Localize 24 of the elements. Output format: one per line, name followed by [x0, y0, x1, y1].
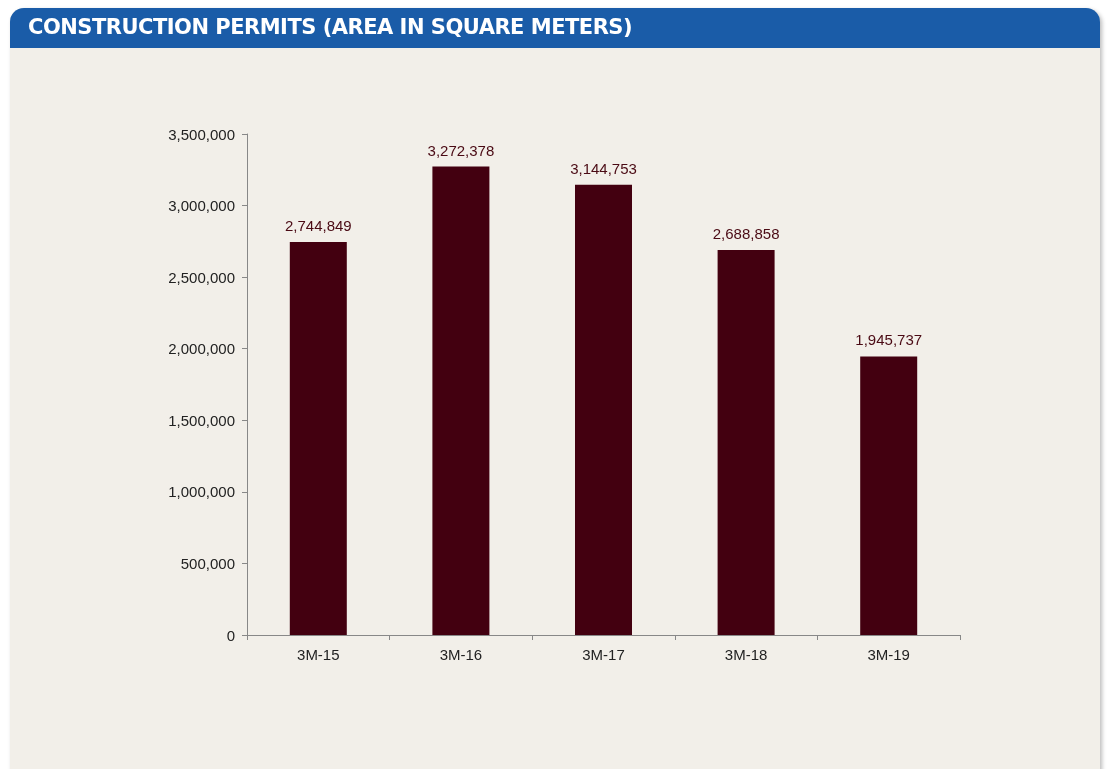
bar — [717, 250, 775, 635]
y-tick-label: 3,500,000 — [168, 125, 235, 143]
data-label: 1,945,737 — [855, 331, 923, 349]
y-tick-label: 3,000,000 — [168, 197, 235, 215]
data-label: 3,144,753 — [570, 159, 637, 177]
y-tick-label: 500,000 — [180, 554, 235, 572]
bar — [432, 166, 490, 635]
y-tick-label: 0 — [226, 626, 235, 644]
bar — [860, 356, 918, 635]
bar — [575, 184, 632, 635]
y-tick-label: 2,500,000 — [168, 268, 235, 286]
data-label: 2,688,858 — [712, 225, 780, 243]
bar — [289, 242, 347, 635]
data-label: 2,744,849 — [284, 217, 352, 235]
x-tick-label: 3M-17 — [582, 646, 625, 663]
data-label: 3,272,378 — [427, 141, 495, 159]
x-tick-label: 3M-15 — [297, 646, 340, 663]
x-tick-label: 3M-19 — [867, 646, 910, 663]
x-tick-label: 3M-18 — [724, 646, 768, 663]
x-tick-label: 3M-16 — [439, 646, 483, 663]
y-tick-label: 2,000,000 — [168, 340, 235, 358]
chart-title: CONSTRUCTION PERMITS (AREA IN SQUARE METERS) — [28, 15, 633, 39]
y-tick-label: 1,000,000 — [168, 483, 235, 501]
y-tick-label: 1,500,000 — [168, 411, 235, 429]
